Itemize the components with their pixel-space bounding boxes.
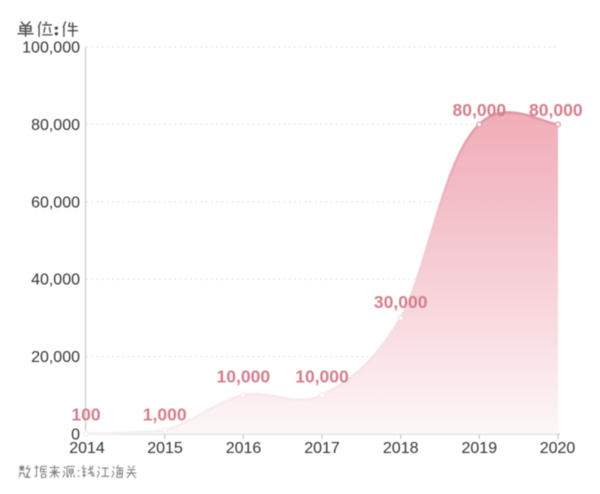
svg-text:2015: 2015 xyxy=(147,440,183,457)
svg-text:2018: 2018 xyxy=(383,440,419,457)
svg-text:2016: 2016 xyxy=(226,440,262,457)
svg-text:2014: 2014 xyxy=(69,440,105,457)
svg-text:10,000: 10,000 xyxy=(295,366,349,386)
svg-text:2019: 2019 xyxy=(462,440,498,457)
svg-text:2020: 2020 xyxy=(540,440,576,457)
svg-text:60,000: 60,000 xyxy=(31,194,80,211)
svg-text:20,000: 20,000 xyxy=(31,349,80,366)
svg-text:10,000: 10,000 xyxy=(217,366,271,386)
svg-text:100,000: 100,000 xyxy=(22,40,80,57)
svg-text:100: 100 xyxy=(71,405,100,425)
svg-text:2017: 2017 xyxy=(304,440,340,457)
svg-text:80,000: 80,000 xyxy=(31,117,80,134)
svg-text:0: 0 xyxy=(71,427,80,444)
svg-text:1,000: 1,000 xyxy=(143,405,187,425)
svg-text:80,000: 80,000 xyxy=(529,100,583,120)
svg-text:80,000: 80,000 xyxy=(453,100,507,120)
svg-text:30,000: 30,000 xyxy=(374,292,428,312)
svg-text:40,000: 40,000 xyxy=(31,272,80,289)
